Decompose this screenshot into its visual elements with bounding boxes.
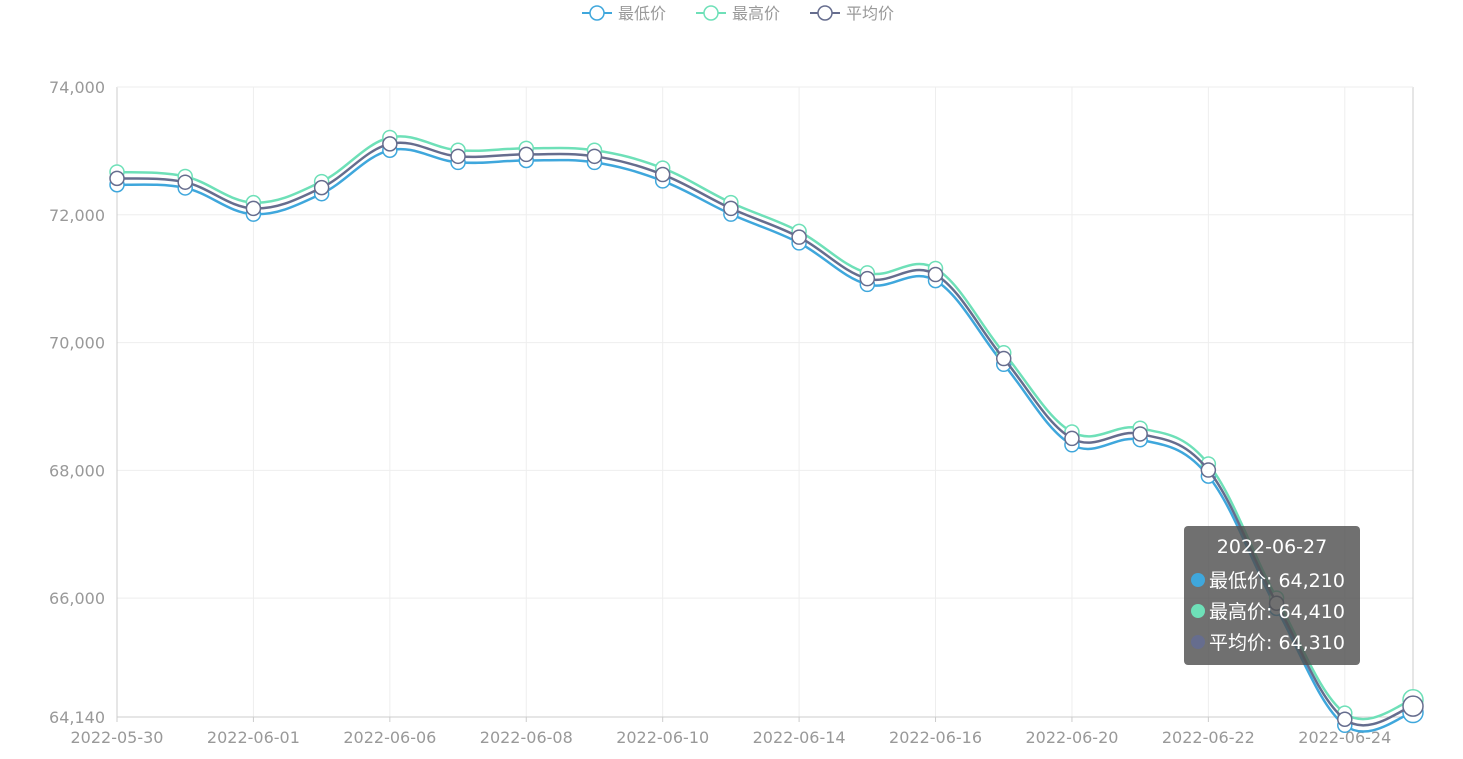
axes bbox=[116, 86, 1414, 718]
data-point[interactable] bbox=[382, 136, 398, 152]
x-tick-label: 2022-06-22 bbox=[1162, 728, 1255, 747]
tooltip-row-high: 最高价: 64,410 bbox=[1191, 595, 1360, 626]
data-point[interactable] bbox=[1337, 711, 1353, 727]
data-point[interactable] bbox=[1200, 462, 1217, 478]
data-point[interactable] bbox=[586, 148, 603, 165]
tooltip-label-low: 最低价: 64,210 bbox=[1209, 570, 1345, 592]
y-tick-label: 68,000 bbox=[49, 461, 105, 480]
legend-item[interactable]: 最低价 bbox=[582, 4, 666, 23]
legend-marker-icon bbox=[703, 5, 719, 21]
data-point[interactable] bbox=[927, 266, 944, 283]
data-point[interactable] bbox=[177, 174, 193, 190]
data-point[interactable] bbox=[995, 350, 1012, 367]
data-point[interactable] bbox=[1402, 695, 1424, 717]
series-lines bbox=[109, 129, 1424, 734]
y-tick-label: 72,000 bbox=[49, 206, 105, 225]
data-point[interactable] bbox=[313, 179, 330, 196]
legend-item[interactable]: 最高价 bbox=[696, 4, 780, 23]
data-point[interactable] bbox=[1132, 426, 1148, 442]
legend-marker-icon bbox=[589, 5, 605, 21]
data-point[interactable] bbox=[518, 146, 535, 163]
data-point[interactable] bbox=[109, 170, 125, 187]
y-tick-label: 66,000 bbox=[49, 589, 105, 608]
tooltip: 2022-06-27 最低价: 64,210 最高价: 64,410 平均价: … bbox=[1184, 526, 1360, 665]
x-tick-label: 2022-06-06 bbox=[343, 728, 436, 747]
tooltip-dot-avg bbox=[1191, 634, 1205, 649]
y-tick-label: 64,140 bbox=[49, 708, 105, 727]
legend[interactable]: 最低价 最高价 平均价 bbox=[582, 4, 894, 23]
legend-label: 最低价 bbox=[618, 4, 666, 23]
series-line bbox=[116, 141, 1414, 727]
x-tick-label: 2022-05-30 bbox=[71, 728, 164, 747]
tooltip-label-high: 最高价: 64,410 bbox=[1209, 601, 1345, 623]
x-tick-label: 2022-06-16 bbox=[889, 728, 982, 747]
tooltip-row-low: 最低价: 64,210 bbox=[1191, 564, 1360, 595]
tooltip-label-avg: 平均价: 64,310 bbox=[1209, 632, 1345, 654]
tooltip-dot-high bbox=[1191, 603, 1205, 618]
data-point[interactable] bbox=[450, 148, 466, 165]
tooltip-dot-low bbox=[1191, 572, 1205, 587]
tooltip-row-avg: 平均价: 64,310 bbox=[1191, 626, 1360, 657]
tooltip-title: 2022-06-27 bbox=[1216, 536, 1328, 558]
legend-item[interactable]: 平均价 bbox=[810, 4, 894, 23]
series-avg bbox=[109, 136, 1424, 727]
data-point[interactable] bbox=[245, 200, 262, 217]
series-line bbox=[116, 147, 1414, 733]
x-tick-label: 2022-06-08 bbox=[480, 728, 573, 747]
x-tick-label: 2022-06-20 bbox=[1025, 728, 1118, 747]
data-point[interactable] bbox=[723, 200, 739, 217]
x-tick-label: 2022-06-10 bbox=[616, 728, 709, 747]
legend-label: 最高价 bbox=[732, 4, 780, 23]
y-tick-label: 70,000 bbox=[49, 334, 105, 353]
data-point[interactable] bbox=[654, 166, 671, 183]
x-axis-ticks: 2022-05-30 2022-06-01 2022-06-06 2022-06-08… bbox=[71, 717, 1391, 747]
y-axis-ticks: 64,140 66,000 68,000 70,000 72,000 74,000 bbox=[49, 78, 105, 727]
legend-label: 平均价 bbox=[846, 4, 894, 23]
x-tick-label: 2022-06-14 bbox=[753, 728, 846, 747]
data-point[interactable] bbox=[859, 270, 876, 287]
x-tick-label: 2022-06-24 bbox=[1298, 728, 1391, 747]
data-point[interactable] bbox=[1064, 430, 1080, 447]
y-tick-label: 74,000 bbox=[49, 78, 105, 97]
legend-marker-icon bbox=[817, 5, 833, 21]
data-point[interactable] bbox=[791, 229, 807, 245]
x-tick-label: 2022-06-01 bbox=[207, 728, 300, 747]
